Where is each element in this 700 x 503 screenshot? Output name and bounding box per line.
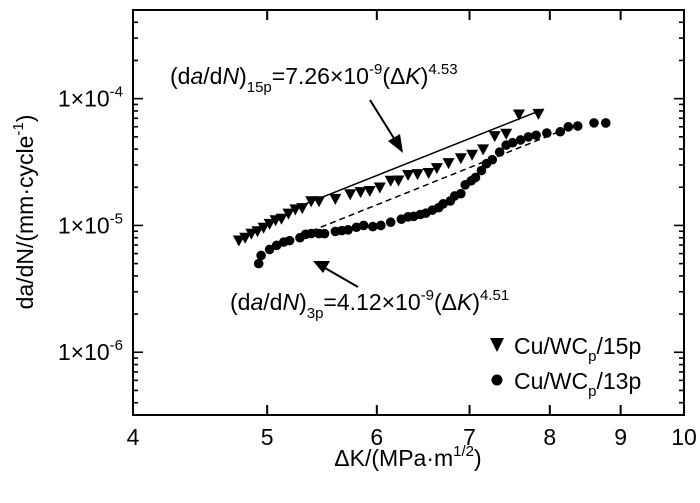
equation-15p: (da/dN)15p=7.26×10-9(ΔK)4.53: [170, 61, 458, 96]
y-tick-labels: 1×10-6 1×10-5 1×10-4: [58, 84, 123, 366]
data-point-circle: [494, 147, 505, 157]
y-axis-title: da/dN/(mm·cycle-1): [10, 115, 38, 310]
data-point-triangle: [363, 185, 376, 197]
fit-line: [290, 108, 545, 211]
data-point-circle: [351, 222, 362, 233]
data-point-circle: [264, 244, 275, 255]
y-tick-label: 1×10-4: [58, 84, 123, 112]
data-point-circle: [456, 188, 466, 199]
data-point-circle: [531, 130, 541, 141]
annotation-arrow-3p: [313, 261, 359, 288]
data-point-triangle: [422, 168, 435, 180]
data-point-triangle: [275, 213, 288, 225]
data-point-triangle: [402, 169, 415, 181]
x-tick-label: 7: [463, 424, 476, 450]
data-point-triangle: [454, 153, 467, 165]
x-tick-label: 4: [127, 424, 140, 450]
legend-marker-15p: [490, 338, 504, 352]
data-point-circle: [319, 228, 330, 239]
data-point-triangle: [500, 128, 513, 140]
data-point-circle: [376, 220, 386, 231]
x-tick-label: 5: [261, 424, 274, 450]
data-point-circle: [385, 217, 396, 228]
data-point-circle: [572, 121, 583, 131]
data-point-circle: [515, 135, 526, 145]
data-point-circle: [306, 228, 317, 239]
data-point-triangle: [251, 226, 264, 238]
data-point-circle: [542, 128, 552, 138]
legend-label-15p: Cu/WCp/15p: [514, 333, 641, 365]
data-point-triangle: [512, 109, 525, 121]
data-point-triangle: [232, 235, 245, 247]
y-tick-label: 1×10-6: [58, 337, 123, 365]
x-tick-label: 6: [370, 424, 383, 450]
legend: Cu/WCp/15p Cu/WCp/13p: [490, 333, 641, 400]
data-point-triangle: [313, 196, 326, 208]
data-point-triangle: [354, 187, 367, 199]
equation-3p: (da/dN)3p=4.12×10-9(ΔK)4.51: [230, 287, 509, 322]
data-point-triangle: [488, 131, 501, 143]
data-point-circle: [470, 172, 481, 183]
data-point-circle: [284, 235, 295, 246]
x-tick-label: 9: [614, 424, 627, 450]
data-point-circle: [589, 118, 599, 128]
annotation-arrow-15p: [369, 99, 403, 153]
data-point-triangle: [466, 149, 479, 161]
data-point-triangle: [257, 222, 270, 234]
data-point-triangle: [373, 182, 386, 194]
data-point-circle: [343, 224, 353, 235]
data-point-triangle: [384, 175, 397, 187]
data-point-circle: [523, 132, 534, 142]
data-point-triangle: [344, 189, 357, 201]
x-tick-labels: 4 5 6 7 8 9 10: [127, 424, 697, 450]
data-point-triangle: [289, 204, 302, 216]
fit-line: [301, 128, 567, 236]
data-point-circle: [555, 126, 566, 137]
data-point-circle: [476, 165, 487, 176]
x-tick-label: 10: [671, 424, 697, 450]
data-point-circle: [367, 221, 378, 232]
legend-label-13p: Cu/WCp/13p: [514, 368, 641, 400]
data-point-circle: [507, 137, 518, 148]
data-points: [232, 108, 611, 269]
data-point-circle: [253, 258, 264, 269]
data-point-circle: [358, 220, 369, 231]
legend-marker-13p: [491, 374, 503, 386]
x-axis-title: ΔK/(MPa·m1/2): [334, 443, 481, 471]
y-tick-label: 1×10-5: [58, 210, 123, 238]
data-point-triangle: [245, 228, 258, 240]
x-tick-label: 8: [543, 424, 556, 450]
data-point-circle: [487, 154, 498, 165]
plot-frame: [132, 9, 685, 416]
data-point-circle: [256, 250, 266, 261]
axis-ticks: [132, 9, 685, 415]
data-point-triangle: [442, 158, 455, 170]
data-point-triangle: [239, 232, 252, 244]
data-point-triangle: [477, 144, 490, 156]
data-point-circle: [563, 122, 574, 132]
data-point-triangle: [263, 218, 276, 230]
data-point-triangle: [392, 175, 405, 187]
data-point-triangle: [282, 208, 295, 220]
data-point-triangle: [532, 108, 545, 120]
data-point-triangle: [296, 203, 309, 215]
data-point-triangle: [329, 193, 342, 205]
data-point-triangle: [430, 163, 443, 175]
data-point-triangle: [411, 169, 424, 181]
data-point-circle: [600, 118, 611, 128]
fit-lines: [290, 108, 567, 236]
data-point-triangle: [305, 196, 318, 208]
